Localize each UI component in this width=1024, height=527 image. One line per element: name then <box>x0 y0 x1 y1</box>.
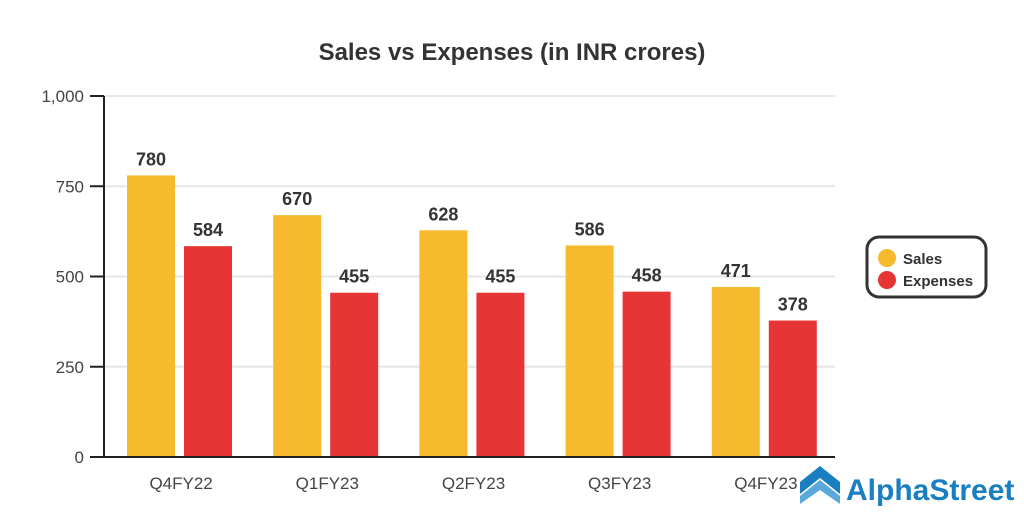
y-tick-label: 750 <box>56 177 84 196</box>
bar-expenses-q3fy23 <box>622 291 671 457</box>
data-label: 471 <box>721 261 751 281</box>
y-tick-label: 0 <box>75 448 84 467</box>
bar-sales-q4fy22 <box>127 175 175 458</box>
legend-label-sales: Sales <box>903 251 942 268</box>
bar-sales-q1fy23 <box>273 215 322 457</box>
x-tick-label: Q1FY23 <box>296 474 359 493</box>
legend: Sales Expenses <box>865 235 988 299</box>
alphastreet-logo: AlphaStreet <box>800 466 1014 507</box>
legend-box <box>865 235 988 299</box>
y-tick-label: 500 <box>56 268 84 287</box>
data-label: 455 <box>485 267 515 287</box>
y-tick-label: 1,000 <box>41 87 84 106</box>
legend-swatch-expenses <box>878 271 896 289</box>
data-label: 780 <box>136 149 166 169</box>
legend-swatch-sales <box>878 249 896 267</box>
data-label: 378 <box>778 295 808 315</box>
x-tick-label: Q2FY23 <box>442 474 505 493</box>
y-tick-label: 250 <box>56 358 84 377</box>
chart-title: Sales vs Expenses (in INR crores) <box>319 39 706 66</box>
data-label: 458 <box>632 266 662 286</box>
bar-expenses-q4fy23 <box>768 320 817 457</box>
data-label: 455 <box>339 267 369 287</box>
bar-sales-q2fy23 <box>419 230 468 457</box>
x-tick-label: Q4FY23 <box>734 474 797 493</box>
x-tick-label: Q3FY23 <box>588 474 651 493</box>
legend-label-expenses: Expenses <box>903 273 973 290</box>
data-label: 670 <box>282 189 312 209</box>
bar-sales-q3fy23 <box>565 245 614 457</box>
data-label: 628 <box>428 204 458 224</box>
data-label: 584 <box>193 220 223 240</box>
chevron-up-logo-icon <box>800 466 840 504</box>
bar-expenses-q1fy23 <box>330 292 379 457</box>
bar-expenses-q4fy22 <box>184 246 232 457</box>
x-tick-label: Q4FY22 <box>149 474 212 493</box>
alphastreet-wordmark: AlphaStreet <box>846 474 1014 507</box>
bar-sales-q4fy23 <box>711 286 760 457</box>
bar-expenses-q2fy23 <box>476 292 525 457</box>
data-label: 586 <box>575 219 605 239</box>
